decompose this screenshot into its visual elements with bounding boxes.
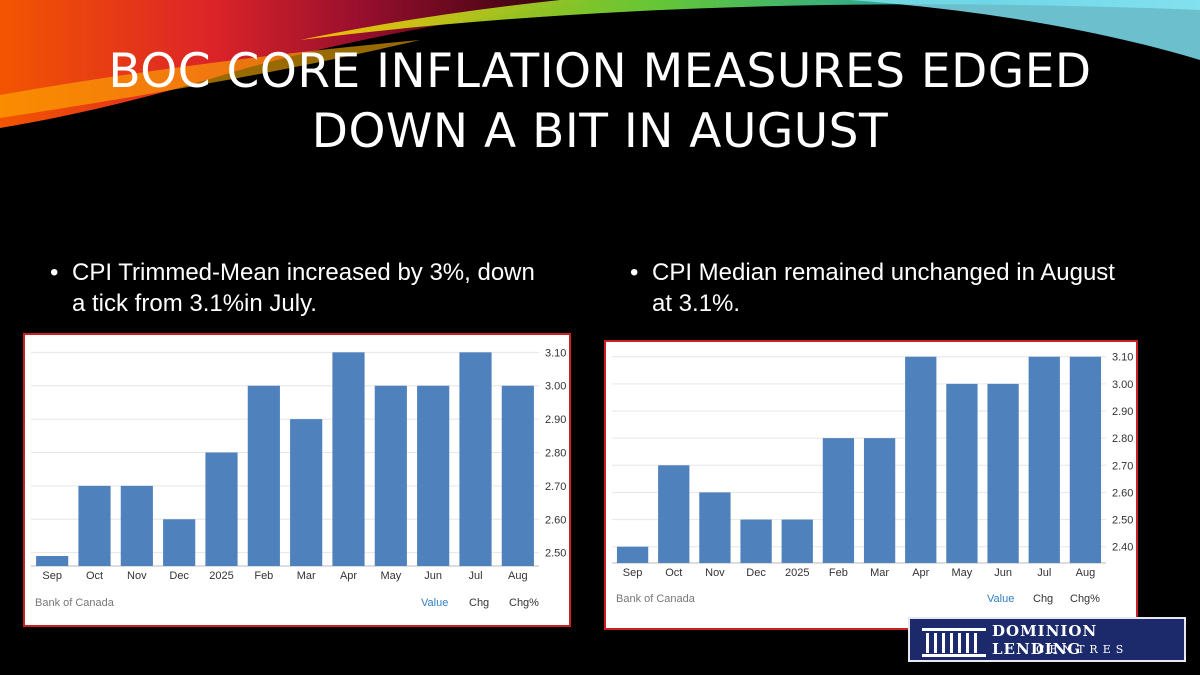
y-tick-label: 3.00 (1112, 379, 1133, 391)
chart-cpi-median: 2.40 2.50 2.60 2.70 2.80 2.90 3.00 3.10 Sep Oct No… (604, 340, 1138, 630)
bar-nov[interactable] (699, 492, 731, 563)
dominion-lending-logo: DOMINION LENDING CENTRES (908, 617, 1186, 662)
bar-oct[interactable] (78, 485, 111, 566)
slide-title-line1: BOC CORE INFLATION MEASURES EDGED (108, 44, 1092, 99)
y-tick-label: 2.70 (545, 481, 566, 493)
bullet-dot: • (50, 259, 59, 286)
x-tick-label: Jun (424, 570, 442, 582)
chart-source-label: Bank of Canada (616, 593, 695, 605)
tab-chg-pct[interactable]: Chg% (1070, 593, 1100, 605)
y-tick-label: 2.80 (545, 447, 566, 459)
y-tick-label: 3.10 (545, 347, 566, 359)
tab-chg-pct[interactable]: Chg% (509, 597, 539, 609)
bar-may[interactable] (946, 383, 978, 563)
x-tick-label: Aug (1076, 567, 1096, 579)
bullet-trimmed-mean-text: CPI Trimmed-Mean increased by 3%, down a… (72, 259, 535, 317)
bar-jul[interactable] (459, 352, 492, 566)
y-tick-label: 2.70 (1112, 460, 1133, 472)
bar-oct[interactable] (658, 465, 690, 563)
x-tick-label: Aug (508, 570, 528, 582)
x-tick-label: Nov (127, 570, 147, 582)
y-tick-label: 2.60 (1112, 487, 1133, 499)
bar-mar[interactable] (290, 419, 323, 566)
x-tick-label: Dec (169, 570, 189, 582)
bullet-trimmed-mean: • CPI Trimmed-Mean increased by 3%, down… (50, 257, 542, 319)
x-tick-label: Sep (42, 570, 62, 582)
x-tick-label: Jun (994, 567, 1012, 579)
decorative-swoosh (0, 0, 1200, 128)
slide-title-line2: DOWN A BIT IN AUGUST (311, 104, 889, 159)
bar-sep[interactable] (36, 555, 69, 566)
x-tick-label: May (380, 570, 401, 582)
bar-feb[interactable] (247, 385, 280, 566)
tab-chg[interactable]: Chg (1033, 593, 1054, 605)
bar-apr[interactable] (332, 352, 365, 566)
bar-apr[interactable] (905, 356, 937, 563)
y-tick-label: 2.90 (1112, 406, 1133, 418)
bar-aug[interactable] (1069, 356, 1102, 563)
x-tick-label: Mar (870, 567, 889, 579)
logo-name-line2: CENTRES (1036, 643, 1129, 656)
x-tick-label: Apr (912, 567, 929, 579)
y-tick-label: 3.10 (1112, 352, 1133, 364)
x-tick-label: Oct (665, 567, 682, 579)
tab-value[interactable]: Value (987, 593, 1015, 605)
x-tick-label: Feb (254, 570, 273, 582)
bar-sep[interactable] (616, 546, 649, 563)
bar-feb[interactable] (822, 438, 855, 563)
bar-2025[interactable] (205, 452, 238, 566)
y-tick-label: 2.60 (545, 514, 566, 526)
x-tick-label: Feb (829, 567, 848, 579)
x-tick-label: May (952, 567, 973, 579)
logo-name-line1: DOMINION LENDING (992, 622, 1098, 658)
bar-2025[interactable] (781, 519, 813, 563)
x-tick-label: 2025 (209, 570, 233, 582)
y-tick-label: 2.90 (545, 414, 566, 426)
chart-cpi-trimmed-mean: 2.50 2.60 2.70 2.80 2.90 3.00 3.10 Sep Oct Nov Dec… (23, 333, 571, 627)
x-tick-label: Jul (1037, 567, 1051, 579)
x-tick-label: Sep (623, 567, 643, 579)
slide-title: BOC CORE INFLATION MEASURES EDGED DOWN A… (40, 42, 1160, 162)
y-tick-label: 3.00 (545, 381, 566, 393)
y-tick-label: 2.50 (545, 548, 566, 560)
bar-jun[interactable] (987, 383, 1019, 563)
tab-chg[interactable]: Chg (469, 597, 490, 609)
x-tick-label: Nov (705, 567, 725, 579)
x-tick-label: Jul (468, 570, 482, 582)
tab-value[interactable]: Value (421, 597, 449, 609)
chart-source-label: Bank of Canada (35, 597, 114, 609)
y-tick-label: 2.40 (1112, 542, 1133, 554)
bar-mar[interactable] (863, 438, 896, 563)
chart-median-svg: 2.40 2.50 2.60 2.70 2.80 2.90 3.00 3.10 Sep Oct No… (612, 352, 1133, 579)
bar-dec[interactable] (163, 519, 196, 566)
x-tick-label: Mar (297, 570, 316, 582)
y-tick-label: 2.50 (1112, 515, 1133, 527)
bar-aug[interactable] (501, 385, 534, 566)
bar-jul[interactable] (1028, 356, 1060, 563)
bullet-median: • CPI Median remained unchanged in Augus… (630, 257, 1122, 319)
bar-may[interactable] (374, 385, 407, 566)
bar-nov[interactable] (120, 485, 153, 566)
x-tick-label: Apr (340, 570, 357, 582)
bullet-median-text: CPI Median remained unchanged in August … (652, 259, 1115, 317)
y-tick-label: 2.80 (1112, 433, 1133, 445)
bar-dec[interactable] (740, 519, 772, 563)
chart-trimmed-mean-svg: 2.50 2.60 2.70 2.80 2.90 3.00 3.10 Sep Oct Nov Dec… (31, 347, 566, 582)
x-tick-label: Oct (86, 570, 103, 582)
bar-jun[interactable] (417, 385, 450, 566)
x-tick-label: 2025 (785, 567, 809, 579)
x-tick-label: Dec (746, 567, 766, 579)
columns-logo-icon (922, 628, 986, 657)
bullet-dot: • (630, 259, 639, 286)
